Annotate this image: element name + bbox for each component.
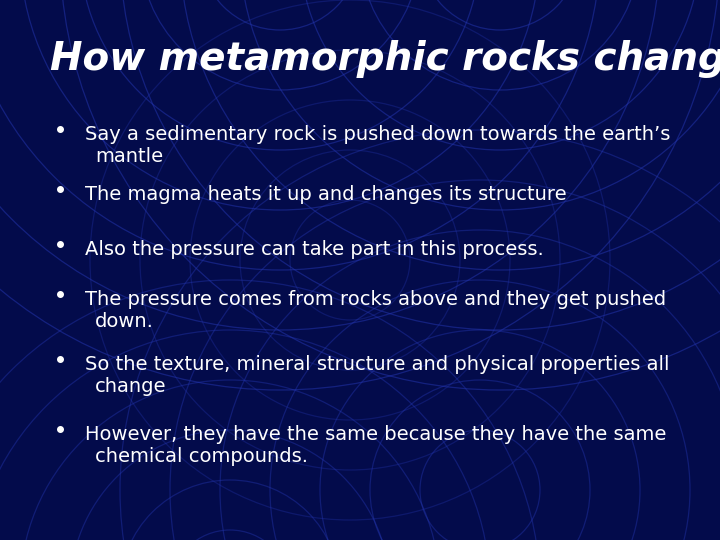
Text: down.: down. xyxy=(95,312,154,331)
Text: However, they have the same because they have the same: However, they have the same because they… xyxy=(85,425,667,444)
Text: change: change xyxy=(95,377,166,396)
Text: The pressure comes from rocks above and they get pushed: The pressure comes from rocks above and … xyxy=(85,290,666,309)
Text: So the texture, mineral structure and physical properties all: So the texture, mineral structure and ph… xyxy=(85,355,670,374)
Text: The magma heats it up and changes its structure: The magma heats it up and changes its st… xyxy=(85,185,567,204)
Text: chemical compounds.: chemical compounds. xyxy=(95,447,308,466)
Text: Say a sedimentary rock is pushed down towards the earth’s: Say a sedimentary rock is pushed down to… xyxy=(85,125,670,144)
Text: How metamorphic rocks change: How metamorphic rocks change xyxy=(50,40,720,78)
Text: mantle: mantle xyxy=(95,147,163,166)
Text: Also the pressure can take part in this process.: Also the pressure can take part in this … xyxy=(85,240,544,259)
